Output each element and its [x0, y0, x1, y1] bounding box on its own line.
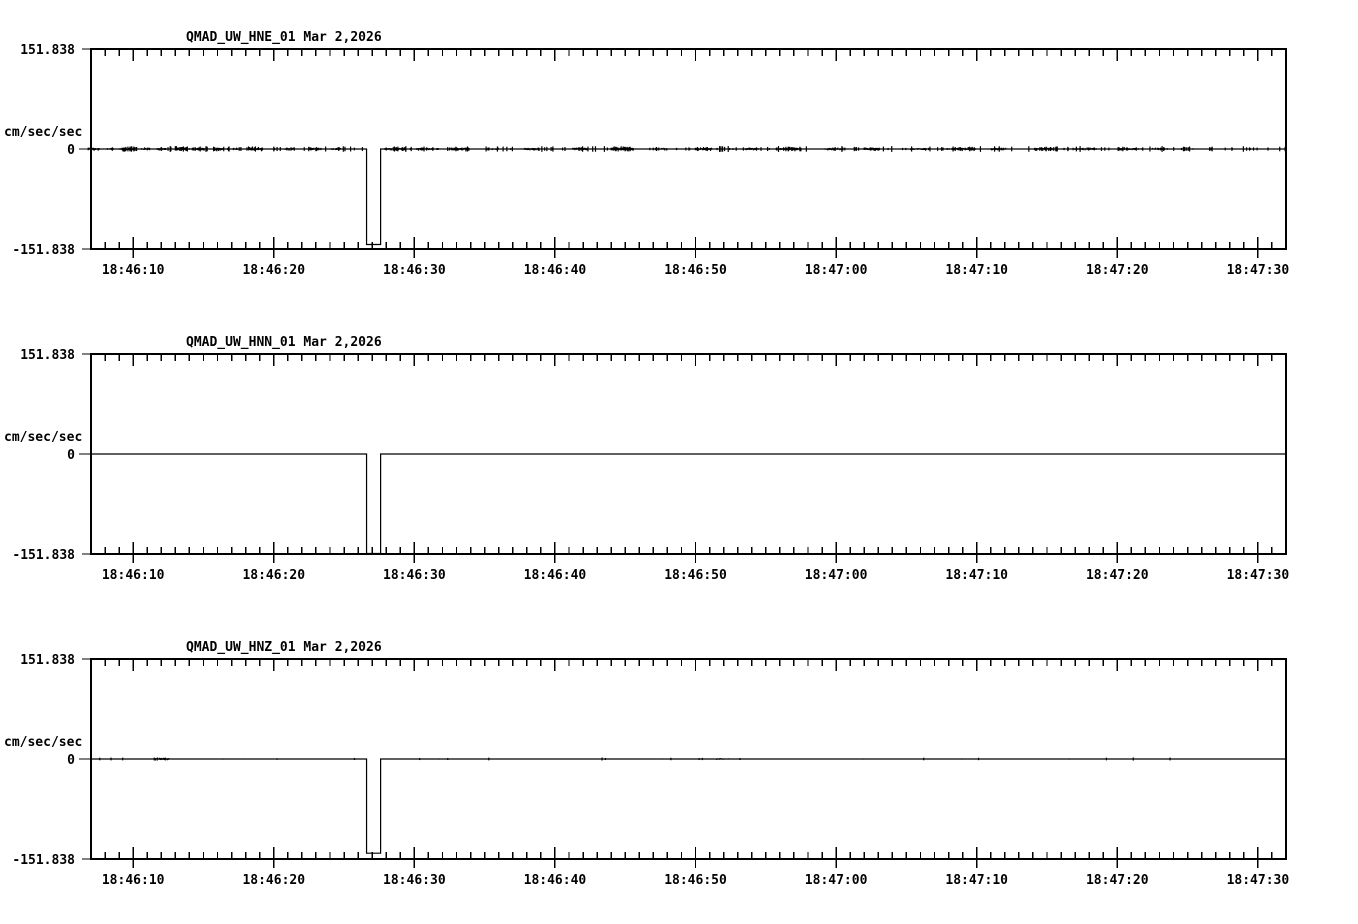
plot-area-qmad_uw_hnn_01[interactable]: 151.838 0 -151.838 cm/sec/sec 18:46:10 18:46:… [0, 305, 1358, 595]
waveform-trace [91, 148, 1286, 246]
y-axis-unit-label: cm/sec/sec [4, 125, 82, 140]
x-minor-ticks [90, 49, 1287, 258]
x-axis-tick-label: 18:46:40 [524, 873, 587, 888]
x-axis-tick-label: 18:46:20 [242, 873, 305, 888]
y-axis-max-label: 151.838 [20, 348, 75, 363]
waveform-trace [91, 758, 1286, 854]
x-axis-tick-label: 18:47:20 [1086, 568, 1149, 583]
x-axis-tick-label: 18:46:40 [524, 263, 587, 278]
x-axis-tick-label: 18:47:10 [945, 263, 1008, 278]
y-ticks [79, 353, 91, 555]
x-axis-tick-label: 18:46:40 [524, 568, 587, 583]
x-axis-tick-label: 18:46:30 [383, 568, 446, 583]
x-axis-tick-label: 18:46:50 [664, 873, 727, 888]
x-axis-tick-label: 18:47:30 [1227, 568, 1290, 583]
y-axis-mid-label: 0 [67, 143, 75, 158]
panel-station-title: QMAD_UW_HNZ_01 Mar 2,2026 [186, 640, 382, 655]
x-axis-tick-label: 18:47:00 [805, 568, 868, 583]
y-axis-unit-label: cm/sec/sec [4, 430, 82, 445]
y-axis-max-label: 151.838 [20, 653, 75, 668]
y-axis-min-label: -151.838 [12, 853, 75, 868]
x-axis-tick-label: 18:46:20 [242, 263, 305, 278]
x-axis-tick-label: 18:46:20 [242, 568, 305, 583]
x-axis-tick-label: 18:47:20 [1086, 873, 1149, 888]
y-axis-mid-label: 0 [67, 448, 75, 463]
waveform-noise [87, 146, 1286, 152]
y-axis-max-label: 151.838 [20, 43, 75, 58]
panel-station-title: QMAD_UW_HNE_01 Mar 2,2026 [186, 30, 382, 45]
panel-station-title: QMAD_UW_HNN_01 Mar 2,2026 [186, 335, 382, 350]
x-minor-ticks [90, 354, 1287, 563]
x-axis-tick-label: 18:47:00 [805, 873, 868, 888]
y-ticks [79, 658, 91, 860]
waveform-panel-hne[interactable]: 151.838 0 -151.838 cm/sec/sec 18:46:10 18:46:… [0, 0, 1358, 290]
y-axis-min-label: -151.838 [12, 243, 75, 258]
x-axis-tick-label: 18:46:30 [383, 263, 446, 278]
waveform-noise [99, 757, 1247, 761]
x-axis-tick-label: 18:47:00 [805, 263, 868, 278]
y-axis-unit-label: cm/sec/sec [4, 735, 82, 750]
x-minor-ticks [90, 659, 1287, 868]
x-axis-tick-label: 18:47:10 [945, 568, 1008, 583]
x-axis-tick-label: 18:46:10 [102, 873, 165, 888]
plot-area-qmad_uw_hnz_01[interactable]: 151.838 0 -151.838 cm/sec/sec 18:46:10 18:46:… [0, 610, 1358, 900]
waveform-panel-hnn[interactable]: 151.838 0 -151.838 cm/sec/sec 18:46:10 18:46:… [0, 305, 1358, 595]
x-axis-tick-label: 18:46:50 [664, 568, 727, 583]
x-axis-tick-label: 18:46:50 [664, 263, 727, 278]
x-axis-tick-label: 18:47:10 [945, 873, 1008, 888]
y-axis-min-label: -151.838 [12, 548, 75, 563]
x-axis-tick-label: 18:46:10 [102, 568, 165, 583]
x-axis-tick-label: 18:46:10 [102, 263, 165, 278]
waveform-panel-hnz[interactable]: 151.838 0 -151.838 cm/sec/sec 18:46:10 18:46:… [0, 610, 1358, 900]
x-axis-tick-label: 18:47:20 [1086, 263, 1149, 278]
x-axis-tick-label: 18:47:30 [1227, 263, 1290, 278]
x-axis-tick-label: 18:46:30 [383, 873, 446, 888]
y-axis-mid-label: 0 [67, 753, 75, 768]
waveform-trace [91, 453, 1286, 555]
x-axis-tick-label: 18:47:30 [1227, 873, 1290, 888]
plot-area-qmad_uw_hne_01[interactable]: 151.838 0 -151.838 cm/sec/sec 18:46:10 18:46:… [0, 0, 1358, 290]
